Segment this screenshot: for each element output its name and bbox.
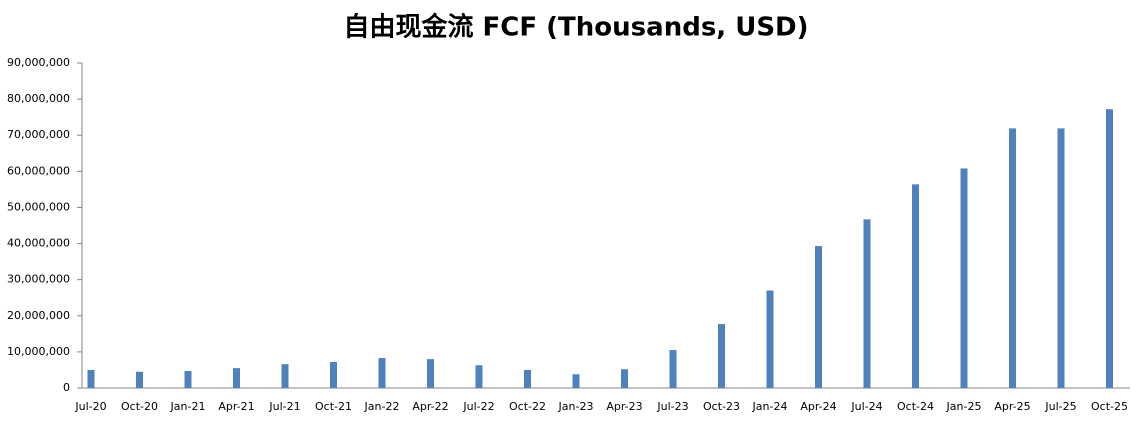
x-tick-label: Jul-23 [656,400,688,413]
x-tick-label: Jan-22 [364,400,400,413]
bar [184,371,192,388]
bar [863,219,871,388]
bar [960,168,968,388]
x-tick-label: Jan-23 [558,400,594,413]
y-tick-label: 30,000,000 [7,273,70,286]
x-tick-label: Oct-20 [121,400,158,413]
bar [572,374,580,388]
x-tick-label: Apr-21 [218,400,254,413]
x-tick-label: Apr-25 [994,400,1030,413]
bar [1057,128,1065,388]
bar [330,362,337,388]
y-tick-label: 80,000,000 [7,92,70,105]
x-tick-label: Apr-24 [800,400,836,413]
bar [281,364,289,388]
bar [766,290,774,388]
bar [1009,128,1016,388]
x-tick-label: Oct-23 [703,400,740,413]
bar [87,369,95,388]
bar [136,371,143,388]
bar [815,246,822,388]
y-tick-label: 90,000,000 [7,56,70,69]
y-tick-label: 0 [63,381,70,394]
bar [427,359,434,388]
x-tick-label: Jul-24 [850,400,882,413]
x-tick-label: Jan-21 [170,400,206,413]
y-tick-label: 20,000,000 [7,309,70,322]
y-tick-label: 50,000,000 [7,200,70,213]
x-tick-label: Oct-24 [897,400,934,413]
x-tick-label: Jul-20 [74,400,106,413]
x-tick-label: Apr-23 [606,400,642,413]
bar [378,358,386,388]
chart-title: 自由现金流 FCF (Thousands, USD) [343,12,808,43]
bar [669,350,677,388]
x-tick-label: Oct-22 [509,400,546,413]
x-tick-label: Jul-21 [268,400,300,413]
bar [475,365,483,388]
bar [233,368,240,388]
bar [524,369,531,388]
x-tick-label: Apr-22 [412,400,448,413]
x-tick-label: Jan-24 [752,400,788,413]
y-tick-label: 10,000,000 [7,345,70,358]
y-tick-label: 70,000,000 [7,128,70,141]
y-tick-label: 60,000,000 [7,164,70,177]
bar [1106,109,1113,388]
bar [912,184,919,388]
x-tick-label: Jan-25 [946,400,982,413]
bar [621,369,628,388]
x-tick-label: Oct-25 [1091,400,1128,413]
x-tick-label: Jul-22 [462,400,494,413]
x-tick-label: Jul-25 [1044,400,1076,413]
y-tick-label: 40,000,000 [7,237,70,250]
bar [718,324,725,388]
x-tick-label: Oct-21 [315,400,352,413]
